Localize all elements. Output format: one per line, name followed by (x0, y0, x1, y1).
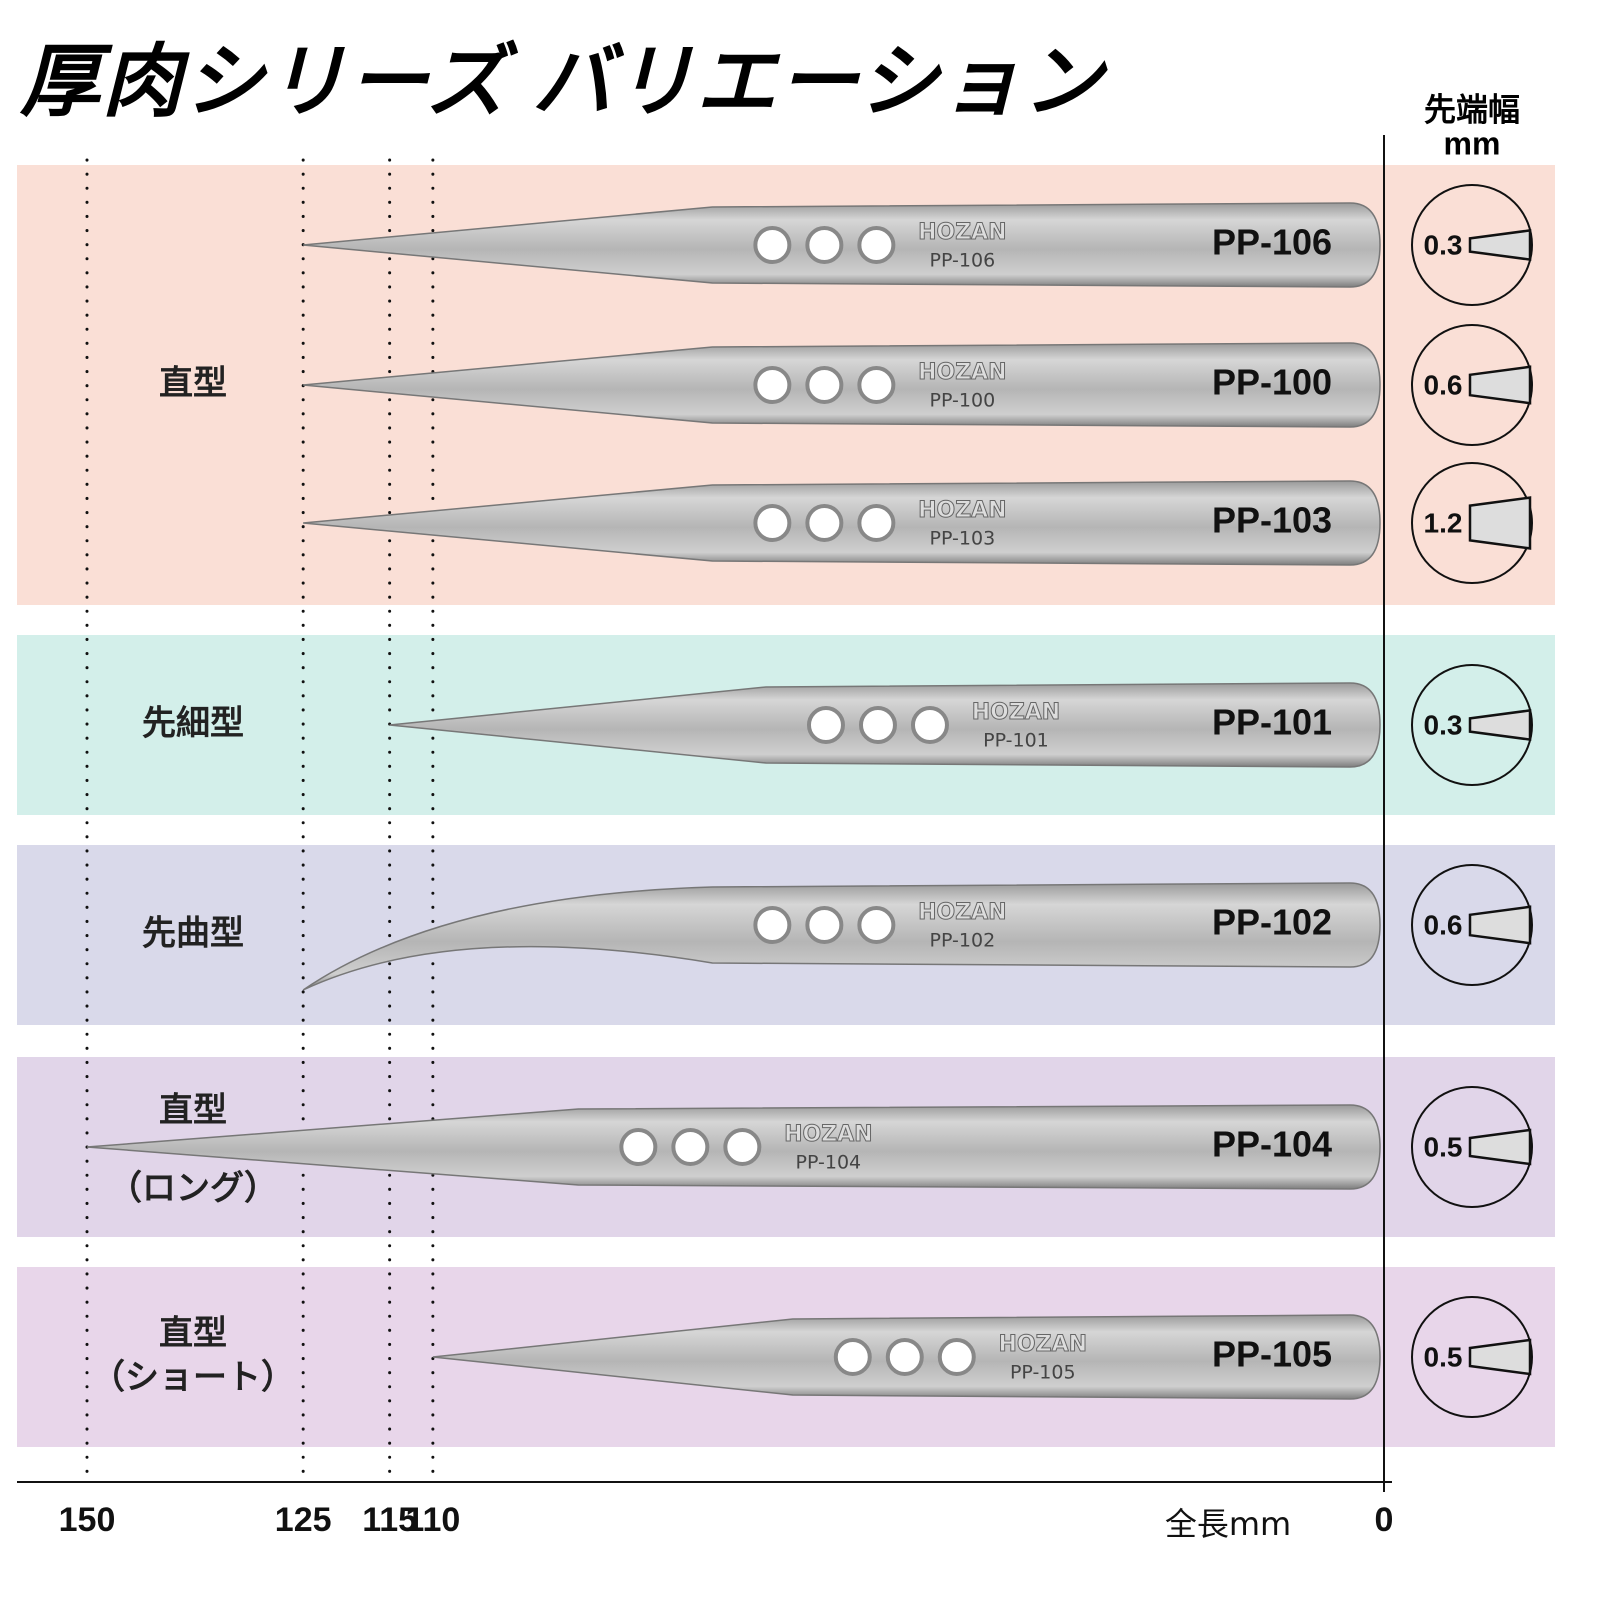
model-label: PP-101 (1212, 702, 1332, 743)
tip-width-icon (1468, 1338, 1532, 1376)
group-label: （ロング） (108, 1169, 278, 1209)
hole (833, 1338, 872, 1376)
tick-label: 110 (405, 1501, 460, 1539)
group-label: 直型 (159, 364, 227, 404)
model-engraving: PP-103 (930, 528, 996, 550)
group-label: 直型 (159, 1091, 227, 1131)
hole (753, 366, 792, 404)
tip-width-icon (1468, 228, 1532, 262)
hole (937, 1338, 976, 1376)
axis-label: 全長mm (1165, 1505, 1291, 1543)
tip-width-icon (1468, 365, 1532, 405)
model-engraving: PP-104 (796, 1152, 862, 1174)
hole (753, 906, 792, 944)
model-engraving: PP-100 (930, 390, 996, 412)
brand-engraving: HOZAN (918, 900, 1007, 925)
tip-width-icon (1468, 1128, 1532, 1166)
tip-width-icon (1468, 905, 1532, 945)
tip-width-value: 0.6 (1424, 369, 1463, 400)
hole (619, 1128, 658, 1166)
tick-label: 115 (362, 1501, 417, 1539)
model-engraving: PP-106 (930, 250, 996, 272)
tip-width-icon (1468, 708, 1532, 742)
tip-width-value: 0.3 (1424, 709, 1463, 740)
brand-engraving: HOZAN (918, 360, 1007, 385)
brand-engraving: HOZAN (999, 1332, 1088, 1357)
tip-width-icon (1468, 496, 1532, 550)
tip-width-value: 0.6 (1424, 909, 1463, 940)
group-label: 先曲型 (142, 914, 244, 954)
hole (805, 906, 844, 944)
model-label: PP-104 (1212, 1124, 1332, 1165)
model-engraving: PP-102 (930, 930, 996, 952)
hole (806, 706, 845, 744)
hole (885, 1338, 924, 1376)
title: 厚肉シリーズ バリエーション (19, 37, 1109, 126)
group-label: 先細型 (142, 704, 244, 744)
tick-label: 150 (59, 1501, 116, 1539)
tweezer (302, 882, 1381, 991)
hole (671, 1128, 710, 1166)
hole (723, 1128, 762, 1166)
tip-width-value: 0.5 (1424, 1131, 1463, 1162)
brand-engraving: HOZAN (784, 1122, 873, 1147)
hole (805, 226, 844, 264)
hole (805, 504, 844, 542)
tick-label: 125 (275, 1501, 332, 1539)
hole (805, 366, 844, 404)
model-label: PP-100 (1212, 362, 1332, 403)
model-label: PP-103 (1212, 500, 1332, 541)
model-engraving: PP-105 (1010, 1362, 1076, 1384)
hole (857, 366, 896, 404)
hole (857, 504, 896, 542)
tip-width-value: 0.3 (1424, 229, 1463, 260)
hole (857, 906, 896, 944)
hole (753, 504, 792, 542)
tip-width-value: 1.2 (1424, 507, 1463, 538)
model-label: PP-105 (1212, 1334, 1332, 1375)
group-label: （ショート） (91, 1358, 295, 1398)
hole (753, 226, 792, 264)
brand-engraving: HOZAN (972, 700, 1061, 725)
hole (910, 706, 949, 744)
group-label: 直型 (159, 1314, 227, 1354)
brand-engraving: HOZAN (918, 220, 1007, 245)
tip-header-unit: mm (1444, 125, 1501, 161)
model-label: PP-106 (1212, 222, 1332, 263)
model-engraving: PP-101 (983, 730, 1049, 752)
tick-label: 0 (1375, 1501, 1394, 1539)
brand-engraving: HOZAN (918, 498, 1007, 523)
tip-width-value: 0.5 (1424, 1341, 1463, 1372)
hole (857, 226, 896, 264)
model-label: PP-102 (1212, 902, 1332, 943)
hole (858, 706, 897, 744)
tip-header: 先端幅 (1424, 91, 1520, 127)
